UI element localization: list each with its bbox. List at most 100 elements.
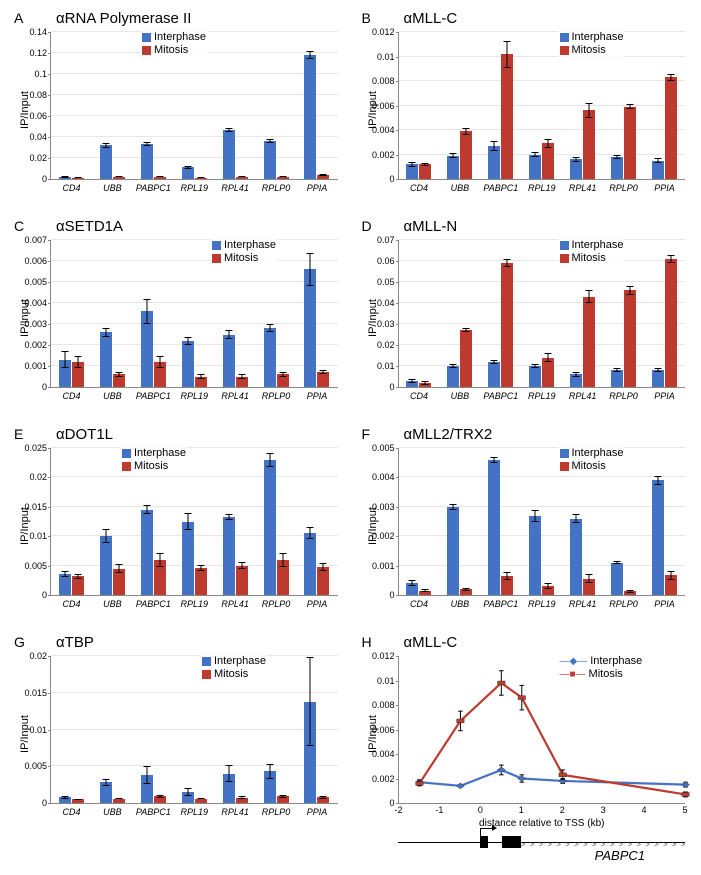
bar-group: PPIA <box>297 448 338 595</box>
x-category-label: UBB <box>451 183 470 193</box>
error-bar <box>146 766 147 784</box>
error-bar <box>589 290 590 303</box>
error-bar <box>494 457 495 463</box>
y-tick: 0.005 <box>17 277 47 287</box>
x-category-label: RPLP0 <box>609 599 638 609</box>
error-bar <box>576 157 577 162</box>
bar-group: RPL19 <box>521 448 562 595</box>
x-category-label: CD4 <box>62 183 80 193</box>
x-category-label: RPLP0 <box>262 599 291 609</box>
x-category-label: PPIA <box>307 807 328 817</box>
x-category-label: UBB <box>451 391 470 401</box>
y-tick: 0.01 <box>365 676 395 686</box>
bar-mitosis <box>195 799 207 803</box>
bar-interphase <box>223 517 235 595</box>
gene-exon <box>480 836 488 848</box>
error-bar <box>323 370 324 374</box>
error-bar <box>425 589 426 592</box>
error-bar <box>64 571 65 577</box>
legend: InterphaseMitosis <box>558 238 626 266</box>
bar-group: CD4 <box>399 240 440 387</box>
error-bar <box>228 765 229 783</box>
bar-group: PABPC1 <box>480 240 521 387</box>
bar-group: CD4 <box>399 32 440 179</box>
error-bar <box>548 139 549 149</box>
y-tick: 0.002 <box>365 150 395 160</box>
bar-mitosis <box>113 799 125 803</box>
error-bar <box>105 328 106 336</box>
error-bar <box>589 103 590 118</box>
error-bar <box>282 372 283 376</box>
bar-mitosis <box>542 586 554 595</box>
bar-group: RPL41 <box>215 32 256 179</box>
bar-group: PPIA <box>297 32 338 179</box>
error-bar <box>425 381 426 385</box>
error-bar <box>670 74 671 81</box>
error-bar <box>105 779 106 786</box>
error-bar <box>118 176 119 177</box>
x-category-label: UBB <box>103 599 122 609</box>
bar-group: RPL19 <box>174 240 215 387</box>
x-ticks: -2-1012345 <box>399 805 686 817</box>
error-bar <box>617 368 618 372</box>
bar-interphase <box>304 269 316 387</box>
legend-text: Mitosis <box>572 460 606 472</box>
error-bar <box>630 590 631 593</box>
legend-text: Interphase <box>224 239 276 251</box>
panel-letter: H <box>362 634 372 650</box>
error-bar <box>241 374 242 378</box>
panel-title: αTBP <box>56 634 94 651</box>
bar-interphase <box>488 362 500 387</box>
error-bar <box>241 176 242 177</box>
error-bar <box>310 657 311 745</box>
x-category-label: PPIA <box>654 599 675 609</box>
x-tick: 2 <box>560 805 565 815</box>
bar-mitosis <box>542 358 554 387</box>
error-bar <box>453 364 454 368</box>
bar-interphase <box>59 360 71 387</box>
plot-area: 00.0020.0040.0060.0080.010.012CD4UBBPABP… <box>398 32 686 180</box>
error-bar <box>548 583 549 589</box>
bar-mitosis <box>277 560 289 595</box>
panel-letter: B <box>362 10 371 26</box>
bar-group: UBB <box>92 656 133 803</box>
error-bar <box>77 574 78 579</box>
bar-group: RPL19 <box>521 32 562 179</box>
legend-swatch <box>560 254 569 263</box>
y-tick: 0.03 <box>365 319 395 329</box>
marker-mitosis <box>518 696 525 700</box>
bar-group: PPIA <box>644 32 685 179</box>
bar-mitosis <box>72 362 84 387</box>
y-tick: 0.006 <box>17 256 47 266</box>
bar-interphase <box>304 533 316 595</box>
error-bar <box>146 299 147 324</box>
error-bar <box>576 514 577 523</box>
legend-swatch <box>122 449 131 458</box>
bar-group: UBB <box>92 240 133 387</box>
y-tick: 0.005 <box>17 561 47 571</box>
error-bar <box>535 364 536 368</box>
legend-swatch <box>560 46 569 55</box>
x-category-label: UBB <box>103 807 122 817</box>
bar-mitosis <box>72 799 84 803</box>
error-bar <box>282 795 283 798</box>
error-bar <box>412 162 413 167</box>
bar-group: CD4 <box>51 32 92 179</box>
legend-text: Mitosis <box>572 252 606 264</box>
error-bar <box>507 41 508 68</box>
marker-mitosis <box>497 681 504 685</box>
panel-G: GαTBPIP/InputInterphaseMitosis00.0050.01… <box>10 634 344 834</box>
error-bar <box>146 505 147 514</box>
bar-interphase <box>59 574 71 595</box>
bar-mitosis <box>501 576 513 595</box>
marker-interphase <box>681 782 689 788</box>
bar-mitosis <box>624 591 636 595</box>
legend-text: Mitosis <box>589 668 623 680</box>
error-bar <box>466 128 467 135</box>
error-bar <box>282 176 283 177</box>
y-tick: 0 <box>365 590 395 600</box>
y-tick: 0.007 <box>17 235 47 245</box>
error-bar <box>282 553 283 567</box>
x-category-label: UBB <box>103 391 122 401</box>
x-category-label: RPL41 <box>569 599 597 609</box>
